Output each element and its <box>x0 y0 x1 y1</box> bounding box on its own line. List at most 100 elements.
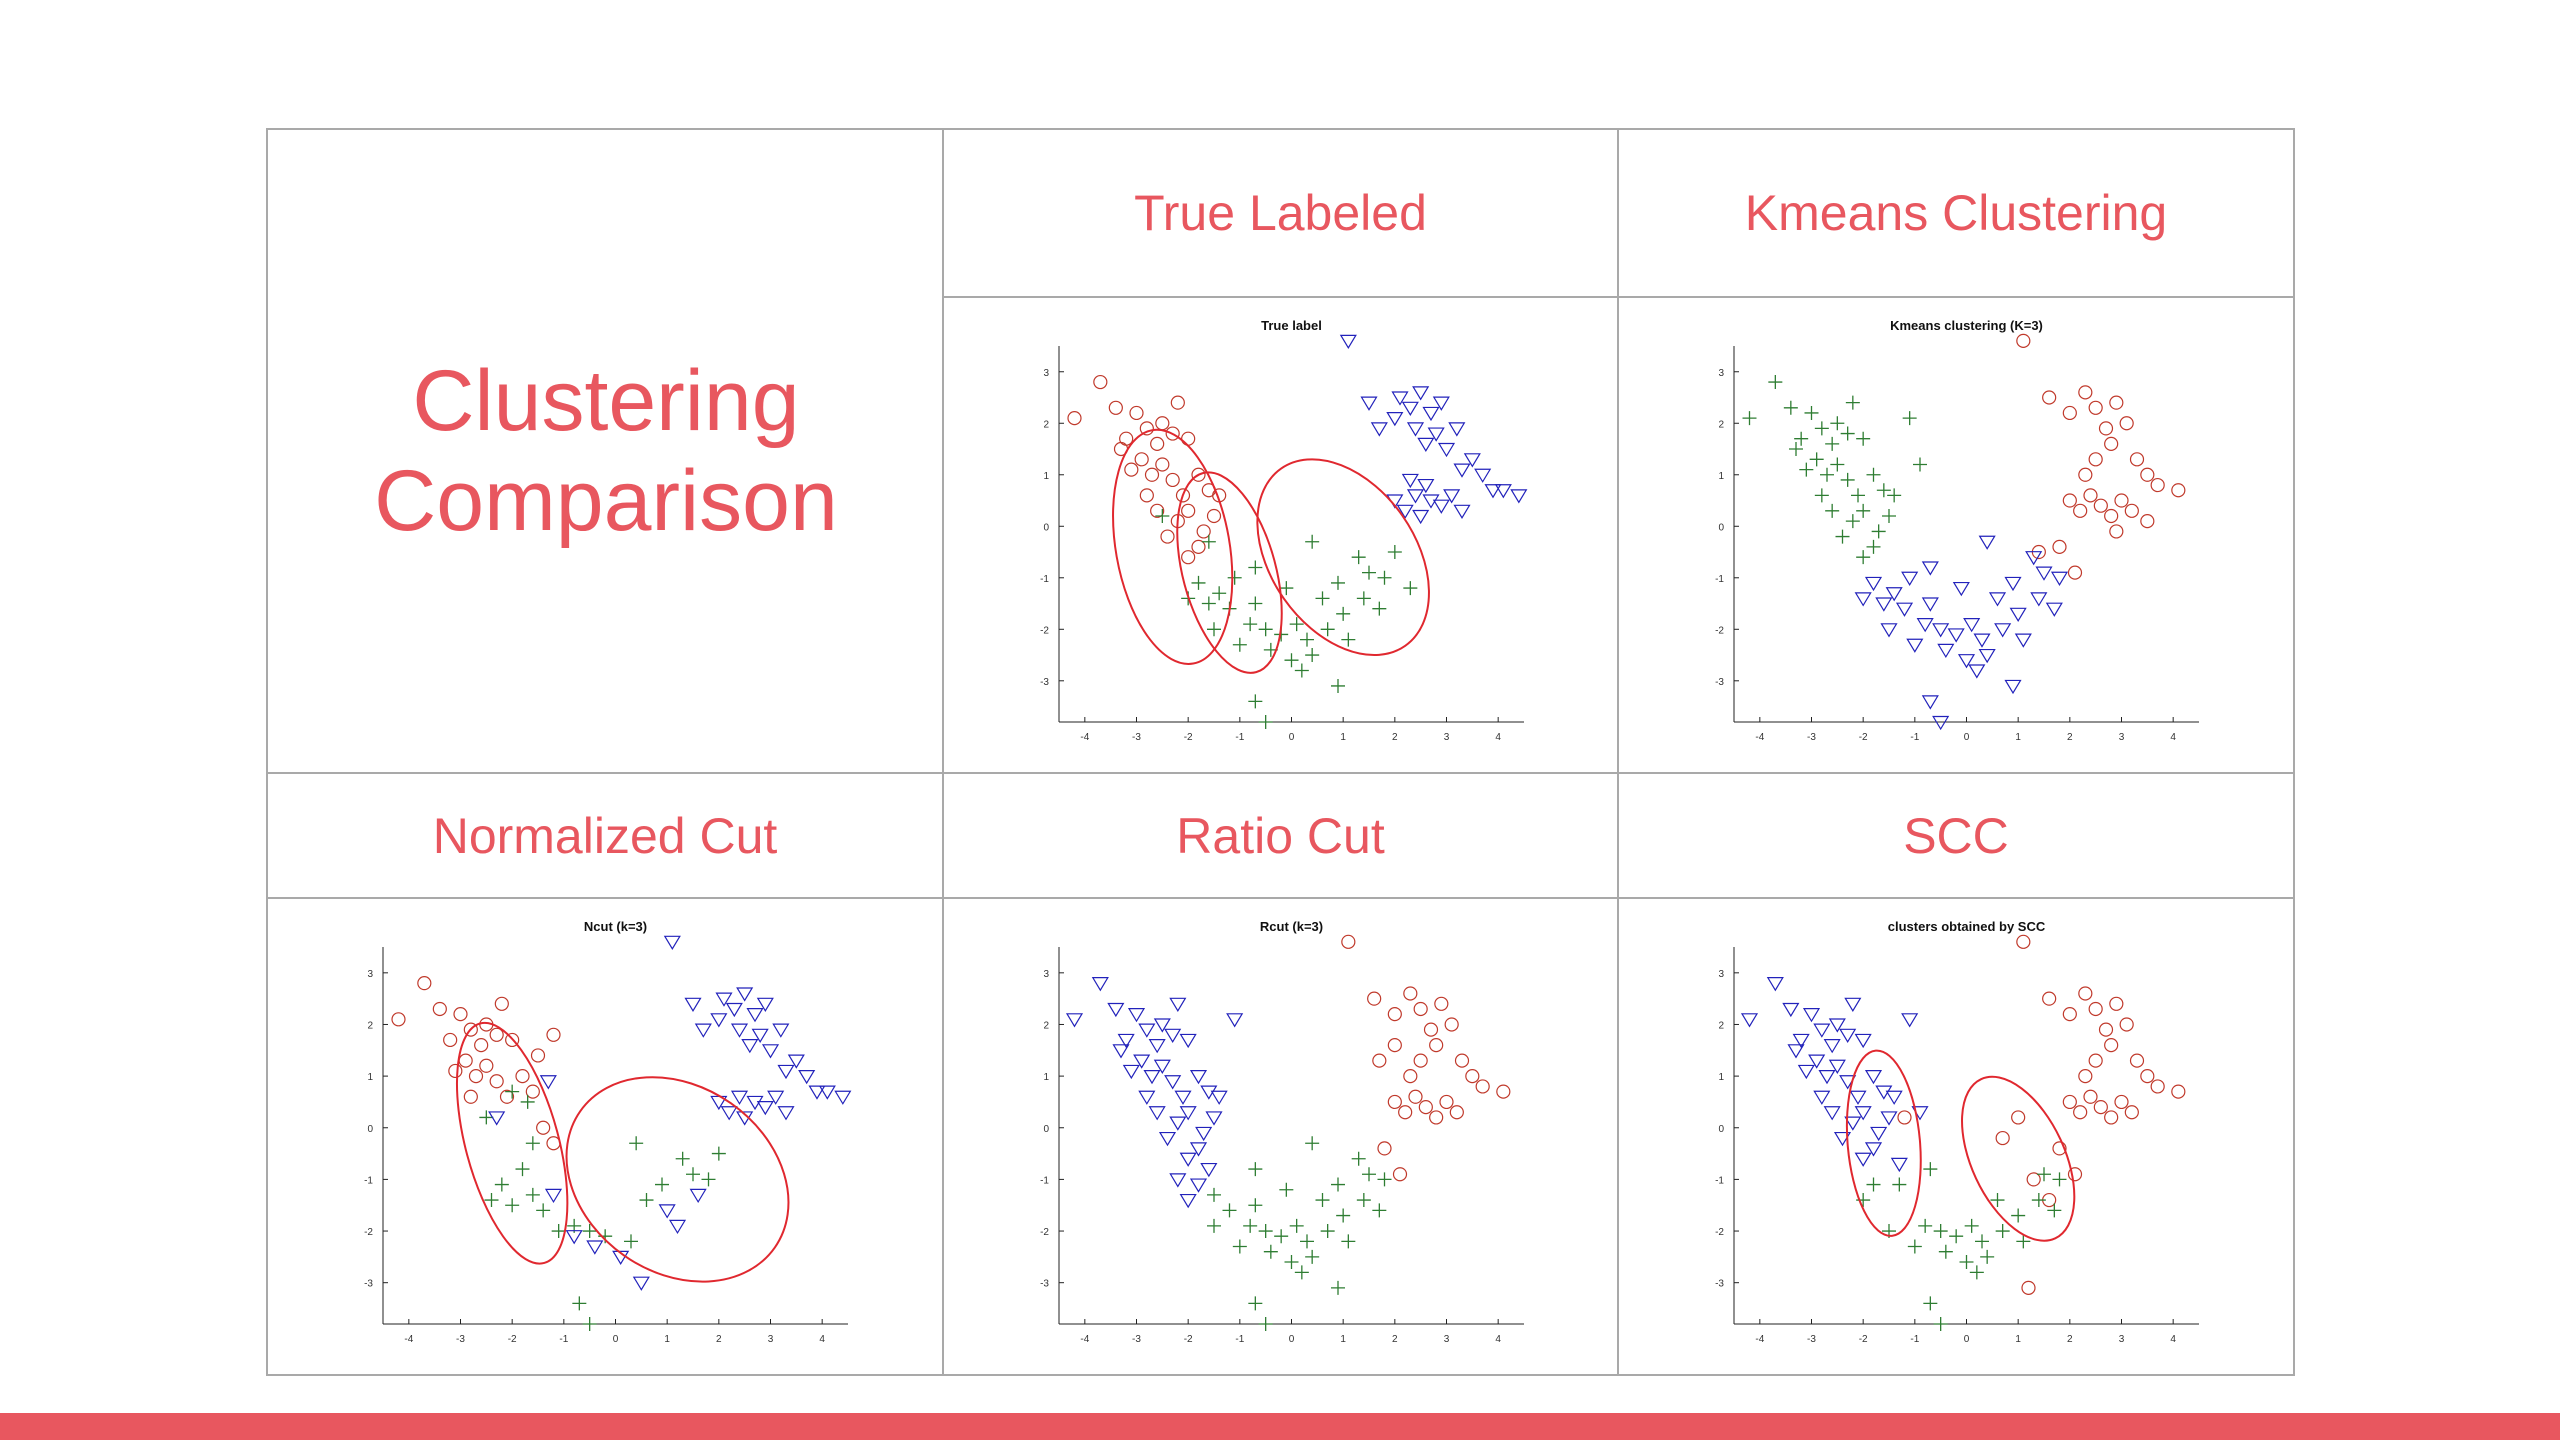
plot-ncut: Ncut (k=3) -4 -3 -2 -1 0 1 2 3 4 -3 -2 -1 0 1 2 3 <box>268 899 943 1374</box>
point-circle-red <box>2124 1105 2139 1120</box>
point-plus-green <box>1372 1203 1387 1218</box>
point-circle-red <box>1129 405 1144 421</box>
y-tick-label: -1 <box>1715 574 1724 585</box>
point-triangle-blue <box>1422 406 1440 422</box>
point-triangle-blue <box>777 1106 795 1121</box>
point-triangle-blue <box>1169 997 1187 1012</box>
point-triangle-blue <box>1864 1142 1883 1157</box>
point-circle-red <box>1160 529 1175 544</box>
point-triangle-blue <box>767 1090 785 1105</box>
point-triangle-blue <box>1065 1013 1084 1028</box>
y-tick-label: 0 <box>367 1124 373 1135</box>
point-triangle-blue <box>1437 442 1456 458</box>
y-tick-label: -2 <box>1715 625 1724 636</box>
point-plus-green <box>1284 653 1299 668</box>
x-tick-label: -4 <box>1080 732 1089 743</box>
x-tick-label: -3 <box>1807 732 1816 743</box>
point-triangle-blue <box>1138 1090 1156 1105</box>
point-plus-green <box>1799 462 1814 477</box>
point-circle-red <box>2078 385 2093 400</box>
point-circle-red <box>2171 1084 2186 1099</box>
point-plus-green <box>1377 1172 1392 1187</box>
point-circle-red <box>515 1069 530 1084</box>
point-plus-green <box>1356 1193 1371 1208</box>
point-plus-green <box>1201 534 1216 549</box>
y-tick-label: -2 <box>364 1227 373 1238</box>
point-plus-green <box>1789 442 1803 457</box>
point-triangle-blue <box>1406 422 1425 437</box>
point-circle-red <box>391 1012 406 1027</box>
point-circle-red <box>2067 565 2083 580</box>
point-plus-green <box>1362 1167 1376 1182</box>
point-triangle-blue <box>1828 1059 1846 1074</box>
point-plus-green <box>1362 565 1376 580</box>
point-triangle-blue <box>761 1044 780 1059</box>
point-circle-red <box>2083 1089 2098 1104</box>
x-tick-label: -3 <box>1132 1334 1141 1345</box>
point-triangle-blue <box>1195 1126 1213 1142</box>
point-circle-red <box>2098 421 2114 436</box>
y-tick-label: 1 <box>1043 471 1049 482</box>
point-plus-green <box>1794 431 1809 446</box>
point-plus-green <box>1201 596 1216 611</box>
main-title-line-2: Comparison <box>374 453 838 549</box>
point-plus-green <box>1227 570 1242 585</box>
x-tick-label: -4 <box>404 1334 413 1345</box>
point-plus-green <box>1248 1198 1263 1213</box>
point-circle-red <box>2150 1079 2165 1094</box>
point-triangle-blue <box>1828 1018 1846 1033</box>
point-circle-red <box>1444 1017 1459 1032</box>
point-triangle-blue <box>1200 1162 1218 1178</box>
point-circle-red <box>463 1089 478 1104</box>
point-triangle-blue <box>1179 1193 1197 1209</box>
y-tick-label: -3 <box>1040 1279 1049 1290</box>
scatter-plot-rcut: Rcut (k=3) -4 -3 -2 -1 0 1 2 3 4 -3 -2 -1 0 1 2 3 <box>1040 919 1524 1345</box>
point-triangle-blue <box>1787 1044 1805 1059</box>
point-triangle-blue <box>1153 1059 1171 1074</box>
comparison-grid: Clustering Comparison True Labeled Kmean… <box>266 128 2295 1376</box>
point-triangle-blue <box>2030 592 2048 607</box>
point-triangle-blue <box>720 1106 738 1121</box>
point-circle-red <box>1067 411 1082 426</box>
point-plus-green <box>1279 581 1294 596</box>
point-triangle-blue <box>1510 489 1528 504</box>
point-triangle-blue <box>544 1188 563 1204</box>
point-triangle-blue <box>668 1219 687 1235</box>
point-triangle-blue <box>715 992 733 1007</box>
y-tick-label: -3 <box>1040 677 1049 688</box>
point-triangle-blue <box>1901 1013 1919 1028</box>
point-triangle-blue <box>1932 715 1950 731</box>
x-tick-label: 4 <box>2170 732 2176 743</box>
point-plus-green <box>1331 678 1345 693</box>
point-circle-red <box>1170 395 1185 410</box>
y-tick-label: -2 <box>1040 625 1049 636</box>
x-tick-label: 1 <box>1340 1334 1346 1345</box>
point-plus-green <box>1856 431 1871 446</box>
divider-bottom-header <box>268 897 2293 899</box>
point-circle-red <box>2021 1280 2036 1295</box>
point-circle-red <box>525 1084 540 1099</box>
y-tick-label: -3 <box>1715 677 1724 688</box>
y-tick-label: -1 <box>1715 1175 1724 1186</box>
point-circle-red <box>463 1022 478 1037</box>
point-plus-green <box>1845 395 1860 410</box>
point-triangle-blue <box>1808 1054 1826 1069</box>
point-triangle-blue <box>1484 484 1502 499</box>
point-plus-green <box>1851 488 1865 503</box>
point-triangle-blue <box>746 1008 764 1023</box>
point-triangle-blue <box>1360 396 1378 411</box>
point-plus-green <box>655 1177 669 1192</box>
point-circle-red <box>2016 934 2031 949</box>
point-plus-green <box>2011 1208 2026 1223</box>
point-circle-red <box>2073 1105 2088 1120</box>
point-circle-red <box>1165 472 1180 488</box>
x-tick-label: -1 <box>1235 732 1244 743</box>
x-tick-label: -3 <box>456 1334 465 1345</box>
point-circle-red <box>2088 400 2103 415</box>
point-circle-red <box>2098 1022 2114 1037</box>
x-tick-label: -1 <box>1910 1334 1919 1345</box>
point-triangle-blue <box>1396 504 1414 519</box>
point-triangle-blue <box>1205 1111 1223 1126</box>
point-circle-red <box>432 1001 447 1017</box>
point-plus-green <box>1279 1182 1294 1197</box>
